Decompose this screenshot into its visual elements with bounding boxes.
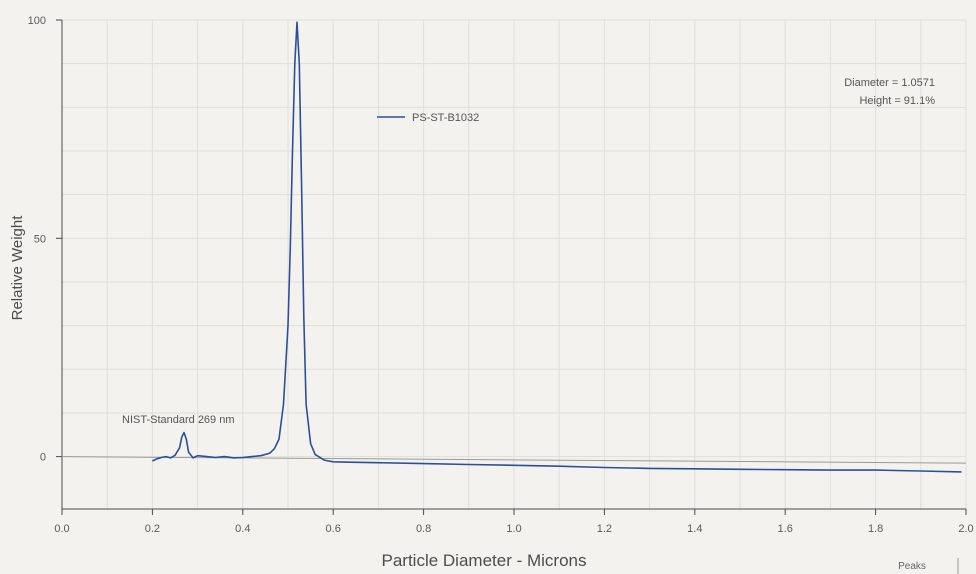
x-tick-label: 0.0: [54, 523, 69, 535]
x-ticks: 0.0 0.2 0.4 0.6 0.8 1.0 1.2 1.4 1.6 1.8 2.0: [54, 509, 974, 535]
x-tick-label: 1.4: [687, 523, 702, 535]
y-ticks: 0 50 100: [28, 15, 62, 464]
series-line-PS-ST-B1032: [152, 21, 962, 473]
peaks-footer-label: Peaks: [898, 561, 926, 572]
y-tick-label: 50: [34, 233, 46, 245]
diameter-readout: Diameter = 1.0571: [844, 77, 935, 89]
grid-lines: [61, 19, 967, 509]
y-tick-label: 100: [28, 15, 46, 27]
x-tick-label: 1.6: [778, 523, 793, 535]
x-axis-title: Particle Diameter - Microns: [382, 551, 587, 570]
x-tick-label: 1.0: [506, 523, 521, 535]
legend-label: PS-ST-B1032: [412, 112, 479, 124]
y-axis-title: Relative Weight: [9, 215, 26, 321]
x-tick-label: 1.2: [597, 523, 612, 535]
x-tick-label: 0.8: [416, 523, 431, 535]
series-group: [61, 21, 967, 473]
y-tick-label: 0: [40, 452, 46, 464]
x-tick-label: 1.8: [868, 523, 883, 535]
peak-annotation: NIST-Standard 269 nm: [122, 414, 235, 426]
x-tick-label: 0.4: [235, 523, 250, 535]
legend: PS-ST-B1032: [377, 112, 479, 124]
height-readout: Height = 91.1%: [859, 95, 935, 107]
x-tick-label: 0.6: [326, 523, 341, 535]
x-tick-label: 0.2: [145, 523, 160, 535]
x-tick-label: 2.0: [958, 523, 973, 535]
